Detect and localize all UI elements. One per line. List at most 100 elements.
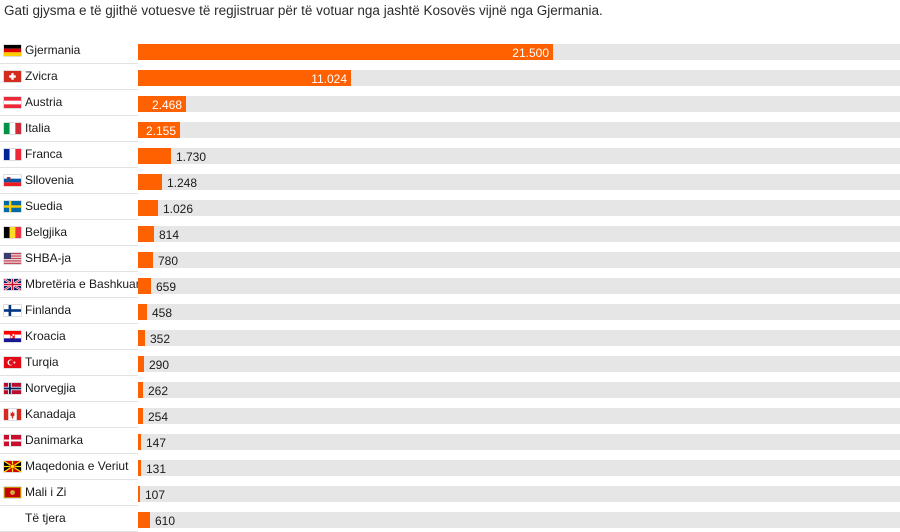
bar-track: 147: [138, 434, 900, 450]
data-label: 21.500: [512, 46, 549, 60]
bar-track: 352: [138, 330, 900, 346]
category-label: Norvegjia: [25, 381, 76, 395]
bar-track: 659: [138, 278, 900, 294]
row-divider: [0, 349, 138, 350]
bar: [138, 70, 351, 86]
chart-row: Belgjika 814: [0, 220, 900, 246]
bar: [138, 408, 143, 424]
bar: [138, 278, 151, 294]
data-label: 659: [156, 280, 177, 294]
norway-flag-icon: [4, 383, 21, 394]
row-divider: [0, 401, 138, 402]
row-divider: [0, 245, 138, 246]
data-label: 290: [149, 358, 170, 372]
bar: [138, 200, 158, 216]
data-label: 352: [150, 332, 171, 346]
row-divider: [0, 375, 138, 376]
montenegro-flag-icon: [4, 487, 21, 498]
chart-row: Gjermania 21.500: [0, 38, 900, 64]
row-divider: [0, 89, 138, 90]
bar: [138, 122, 180, 138]
chart-row: Danimarka 147: [0, 428, 900, 454]
chart-row: Kroacia 352: [0, 324, 900, 350]
data-label: 147: [146, 436, 167, 450]
bar: [138, 434, 141, 450]
data-label: 458: [152, 306, 173, 320]
category-label: Austria: [25, 95, 63, 109]
data-label: 254: [148, 410, 169, 424]
data-label: 2.155: [145, 124, 176, 138]
chart-row: Finlanda 458: [0, 298, 900, 324]
data-label: 1.026: [163, 202, 194, 216]
denmark-flag-icon: [4, 435, 21, 446]
chart-row: Austria 2.468: [0, 90, 900, 116]
chart-row: Franca 1.730: [0, 142, 900, 168]
chart-subtitle: Gati gjysma e të gjithë votuesve të regj…: [4, 3, 603, 18]
bar-track: 131: [138, 460, 900, 476]
data-label: 131: [146, 462, 167, 476]
bar: [138, 356, 144, 372]
bar: [138, 96, 186, 112]
chart-row: Mali i Zi 107: [0, 480, 900, 506]
bar: [138, 486, 140, 502]
category-label: Franca: [25, 147, 63, 161]
category-label: Të tjera: [25, 511, 66, 525]
row-divider: [0, 141, 138, 142]
chart-row: Turqia 290: [0, 350, 900, 376]
chart-row: Italia 2.155: [0, 116, 900, 142]
data-label: 2.468: [151, 98, 182, 112]
bar: [138, 382, 143, 398]
bar-track: 814: [138, 226, 900, 242]
bar: [138, 304, 147, 320]
category-label: Kanadaja: [25, 407, 76, 421]
row-divider: [0, 219, 138, 220]
category-label: Gjermania: [25, 43, 81, 57]
data-label: 610: [155, 514, 176, 528]
bar-track: 1.026: [138, 200, 900, 216]
data-label: 780: [158, 254, 179, 268]
chart-row: Suedia 1.026: [0, 194, 900, 220]
category-label: Belgjika: [25, 225, 68, 239]
row-divider: [0, 323, 138, 324]
category-label: SHBA-ja: [25, 251, 72, 265]
chart-row: Kanadaja 254: [0, 402, 900, 428]
germany-flag-icon: [4, 45, 21, 56]
north-macedonia-flag-icon: [4, 461, 21, 472]
category-label: Kroacia: [25, 329, 66, 343]
bar-track: 2.155: [138, 122, 900, 138]
data-label: 11.024: [311, 72, 347, 86]
data-label: 262: [148, 384, 169, 398]
category-label: Finlanda: [25, 303, 72, 317]
chart-row: Maqedonia e Veriut 131: [0, 454, 900, 480]
bar-track: 290: [138, 356, 900, 372]
usa-flag-icon: [4, 253, 21, 264]
data-label: 107: [145, 488, 166, 502]
row-divider: [0, 63, 138, 64]
chart-row: SHBA-ja 780: [0, 246, 900, 272]
croatia-flag-icon: [4, 331, 21, 342]
data-label: 814: [159, 228, 180, 242]
bar-track: 1.730: [138, 148, 900, 164]
category-label: Sllovenia: [25, 173, 74, 187]
category-label: Suedia: [25, 199, 63, 213]
row-divider: [0, 479, 138, 480]
bar-track: 254: [138, 408, 900, 424]
belgium-flag-icon: [4, 227, 21, 238]
row-divider: [0, 167, 138, 168]
category-label: Mali i Zi: [25, 485, 67, 499]
italy-flag-icon: [4, 123, 21, 134]
turkey-flag-icon: [4, 357, 21, 368]
chart-row: Norvegjia 262: [0, 376, 900, 402]
bar-track: 11.024: [138, 70, 900, 86]
chart-row: Zvicra 11.024: [0, 64, 900, 90]
bar: [138, 512, 150, 528]
bar-track: 262: [138, 382, 900, 398]
bar: [138, 226, 154, 242]
finland-flag-icon: [4, 305, 21, 316]
uk-flag-icon: [4, 279, 21, 290]
row-divider: [0, 193, 138, 194]
bar: [138, 460, 141, 476]
bar-track: 610: [138, 512, 900, 528]
bar: [138, 44, 553, 60]
canada-flag-icon: [4, 409, 21, 420]
